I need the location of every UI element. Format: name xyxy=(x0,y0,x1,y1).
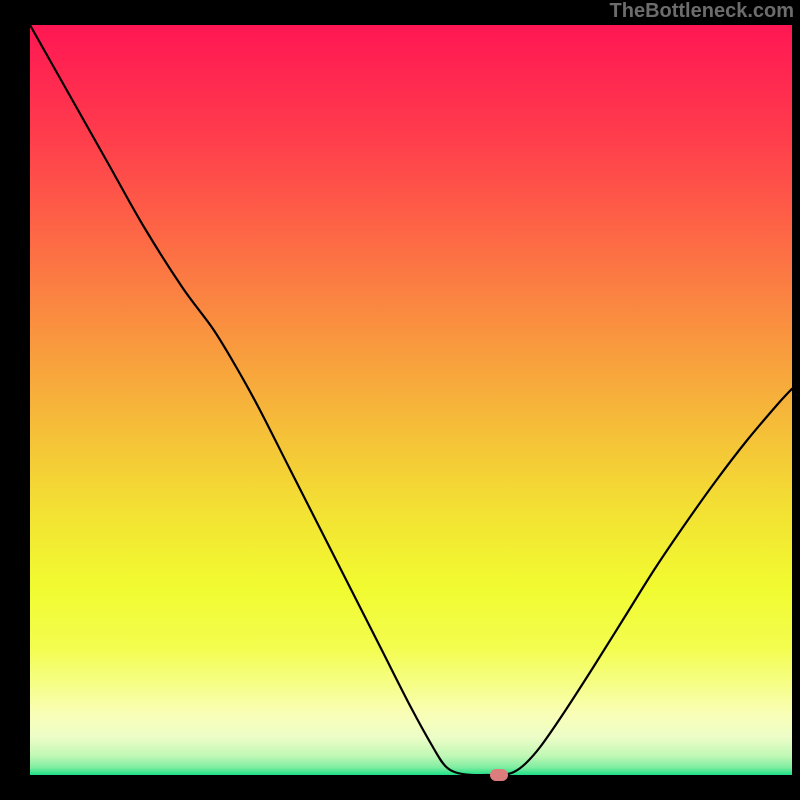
minimum-marker xyxy=(490,769,508,781)
chart-frame: TheBottleneck.com xyxy=(0,0,800,800)
watermark-label: TheBottleneck.com xyxy=(610,0,794,23)
gradient-background xyxy=(30,25,792,775)
plot-area xyxy=(30,25,792,775)
